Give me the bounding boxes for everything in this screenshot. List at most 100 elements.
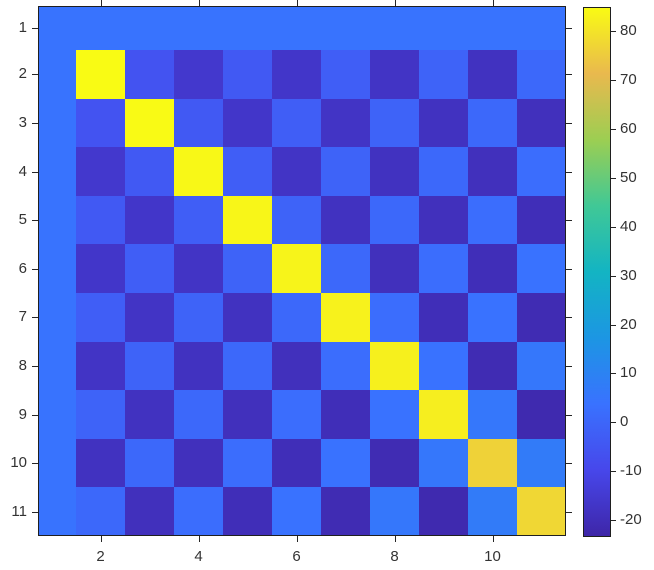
heatmap-cell [517, 292, 566, 342]
heatmap-cell [321, 438, 370, 488]
heatmap-cell [321, 487, 370, 536]
heatmap-cell [223, 487, 272, 536]
y-axis-tick-right [566, 220, 572, 222]
heatmap-cell [517, 487, 566, 536]
heatmap-cell [419, 341, 468, 391]
heatmap-cell [272, 438, 321, 488]
y-axis-tick-label: 5 [18, 211, 27, 229]
heatmap-cell [419, 98, 468, 148]
heatmap-cell [272, 195, 321, 245]
heatmap-cell [272, 244, 321, 293]
colorbar-tick [611, 373, 616, 375]
y-axis-tick-label: 2 [18, 65, 27, 83]
colorbar-tick [611, 129, 616, 131]
heatmap-cell [370, 98, 419, 148]
heatmap-cell [321, 50, 370, 99]
heatmap-cell [174, 390, 223, 439]
colorbar-tick [611, 226, 616, 228]
heatmap-cell [321, 292, 370, 342]
heatmap-cell [174, 292, 223, 342]
heatmap-cell [517, 390, 566, 439]
heatmap-cell [223, 6, 272, 50]
x-axis-tick [100, 536, 102, 542]
heatmap-cell [223, 390, 272, 439]
heatmap-cell [468, 390, 517, 439]
heatmap-cell [38, 147, 76, 196]
heatmap-cell [174, 487, 223, 536]
heatmap-cell [321, 341, 370, 391]
heatmap-cell [272, 292, 321, 342]
y-axis-tick-right [566, 463, 572, 465]
heatmap-cell [125, 438, 174, 488]
y-axis-tick [32, 74, 38, 76]
heatmap-cell [272, 50, 321, 99]
heatmap-cell [370, 195, 419, 245]
heatmap-cell [272, 390, 321, 439]
heatmap-cell [125, 341, 174, 391]
heatmap-cell [468, 438, 517, 488]
heatmap-cell [223, 292, 272, 342]
heatmap-cell [419, 50, 468, 99]
heatmap-cell [76, 438, 125, 488]
heatmap-cell [517, 438, 566, 488]
heatmap-cell [223, 438, 272, 488]
heatmap-cell [174, 147, 223, 196]
x-axis-tick-label: 8 [390, 548, 399, 565]
heatmap-cell [272, 98, 321, 148]
x-axis-tick-top [296, 0, 298, 6]
heatmap-cell [517, 341, 566, 391]
heatmap-cell [468, 244, 517, 293]
heatmap-cell [125, 244, 174, 293]
x-axis-tick-label: 10 [484, 548, 501, 565]
heatmap-cell [370, 244, 419, 293]
heatmap-cell [419, 147, 468, 196]
colorbar-tick-label: 70 [620, 71, 637, 89]
heatmap-cell [38, 390, 76, 439]
heatmap-cell [76, 390, 125, 439]
heatmap-cell [370, 6, 419, 50]
heatmap-cell [468, 98, 517, 148]
y-axis-tick [32, 463, 38, 465]
heatmap-cell [125, 195, 174, 245]
y-axis-tick [32, 414, 38, 416]
colorbar-tick-label: 80 [620, 22, 637, 40]
x-axis-tick [198, 536, 200, 542]
colorbar-tick [611, 80, 616, 82]
x-axis-tick [394, 536, 396, 542]
heatmap-cell [468, 147, 517, 196]
heatmap-cell [125, 147, 174, 196]
heatmap-cell [174, 438, 223, 488]
y-axis-tick-label: 7 [18, 308, 27, 326]
heatmap-cell [38, 341, 76, 391]
heatmap-cell [174, 6, 223, 50]
heatmap-cell [125, 50, 174, 99]
heatmap-cell [38, 244, 76, 293]
heatmap-cell [125, 6, 174, 50]
colorbar-tick-label: 30 [620, 266, 637, 284]
heatmap-cell [321, 390, 370, 439]
heatmap-cell [38, 195, 76, 245]
heatmap-axes [38, 6, 566, 536]
heatmap-cell [419, 244, 468, 293]
heatmap-cell [517, 6, 566, 50]
heatmap-cell [223, 50, 272, 99]
heatmap-cell [223, 98, 272, 148]
heatmap-cell [468, 50, 517, 99]
y-axis-tick-label: 4 [18, 162, 27, 180]
heatmap-cell [76, 292, 125, 342]
colorbar-tick [611, 177, 616, 179]
heatmap-cell [76, 487, 125, 536]
colorbar-tick [611, 471, 616, 473]
colorbar-tick [611, 324, 616, 326]
heatmap-cell [38, 292, 76, 342]
y-axis-tick-label: 1 [18, 19, 27, 36]
colorbar-tick-label: 40 [620, 217, 637, 235]
colorbar-tick-label: 60 [620, 120, 637, 138]
y-axis-tick-right [566, 414, 572, 416]
heatmap-cell [174, 195, 223, 245]
colorbar-tick-label: 50 [620, 168, 637, 186]
colorbar-tick-label: -20 [620, 510, 642, 528]
heatmap-cell [223, 147, 272, 196]
heatmap-cell [321, 244, 370, 293]
